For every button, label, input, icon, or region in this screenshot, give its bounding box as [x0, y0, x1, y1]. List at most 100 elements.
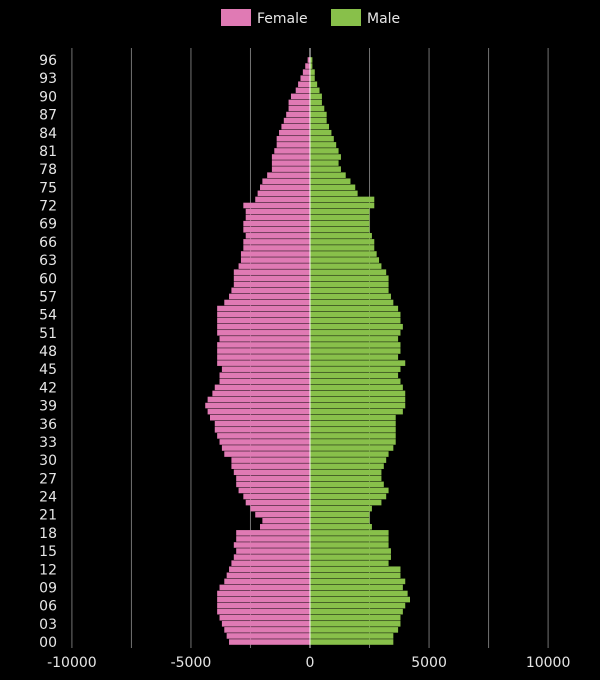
y-tick-label-69: 69	[39, 217, 57, 233]
bar-female-age-29	[231, 463, 310, 469]
bar-male-age-1	[310, 633, 393, 639]
bar-male-age-90	[310, 94, 322, 100]
bar-male-age-17	[310, 536, 389, 542]
y-tick-label-81: 81	[39, 144, 57, 160]
bar-male-age-33	[310, 439, 396, 445]
y-tick-label-27: 27	[39, 471, 57, 487]
bar-female-age-93	[300, 75, 310, 81]
bar-female-age-49	[217, 342, 310, 348]
y-tick-label-03: 03	[39, 617, 57, 633]
bar-male-age-80	[310, 154, 341, 160]
bar-male-age-12	[310, 566, 400, 572]
bar-male-age-73	[310, 197, 374, 203]
y-tick-label-12: 12	[39, 562, 57, 578]
bar-male-age-62	[310, 263, 381, 269]
bar-male-age-5	[310, 609, 403, 615]
y-tick-label-00: 00	[39, 635, 57, 651]
bar-female-age-68	[243, 227, 310, 233]
y-tick-label-60: 60	[39, 271, 57, 287]
legend-swatch-female	[221, 9, 251, 26]
bar-male-age-64	[310, 251, 377, 257]
bar-female-age-53	[217, 318, 310, 324]
bar-male-age-87	[310, 112, 327, 118]
y-tick-label-63: 63	[39, 253, 57, 269]
y-tick-label-66: 66	[39, 235, 57, 251]
y-tick-label-21: 21	[39, 508, 57, 524]
y-tick-label-42: 42	[39, 380, 57, 396]
legend-label-female: Female	[257, 11, 308, 27]
bar-female-age-91	[296, 88, 310, 94]
bar-male-age-68	[310, 227, 370, 233]
bar-female-age-21	[255, 512, 310, 518]
bar-male-age-31	[310, 451, 389, 457]
bar-female-age-19	[260, 524, 310, 530]
bar-female-age-43	[220, 379, 310, 385]
y-tick-label-87: 87	[39, 108, 57, 124]
bar-male-age-66	[310, 239, 374, 245]
bar-female-age-52	[217, 324, 310, 330]
bar-female-age-55	[217, 306, 310, 312]
y-tick-label-48: 48	[39, 344, 57, 360]
bar-male-age-91	[310, 88, 320, 94]
bar-female-age-80	[272, 154, 310, 160]
y-tick-label-15: 15	[39, 544, 57, 560]
bar-female-age-62	[239, 263, 310, 269]
bar-female-age-57	[229, 294, 310, 300]
bar-male-age-25	[310, 488, 389, 494]
bar-female-age-22	[250, 506, 310, 512]
bar-male-age-89	[310, 100, 322, 106]
bars	[205, 48, 410, 648]
x-tick-label-2: 0	[306, 655, 315, 671]
y-tick-label-54: 54	[39, 308, 57, 324]
bar-female-age-7	[217, 597, 310, 603]
bar-male-age-54	[310, 312, 400, 318]
bar-male-age-48	[310, 348, 400, 354]
bar-male-age-47	[310, 354, 398, 360]
bar-male-age-44	[310, 372, 398, 378]
bar-female-age-1	[227, 633, 310, 639]
bar-male-age-2	[310, 627, 398, 633]
bar-female-age-61	[234, 269, 310, 275]
bar-female-age-63	[241, 257, 310, 263]
bar-female-age-47	[217, 354, 310, 360]
bar-female-age-14	[234, 554, 310, 560]
y-tick-label-72: 72	[39, 199, 57, 215]
y-tick-label-45: 45	[39, 362, 57, 378]
bar-male-age-76	[310, 178, 350, 184]
bar-male-age-94	[310, 69, 315, 75]
y-tick-label-36: 36	[39, 417, 57, 433]
bar-male-age-10	[310, 579, 405, 585]
bar-male-age-50	[310, 336, 398, 342]
bar-female-age-94	[303, 69, 310, 75]
bar-male-age-49	[310, 342, 400, 348]
x-tick-label-3: 5000	[411, 655, 447, 671]
bar-male-age-15	[310, 548, 391, 554]
y-tick-label-90: 90	[39, 89, 57, 105]
bar-male-age-11	[310, 573, 400, 579]
bar-female-age-86	[284, 118, 310, 124]
y-tick-label-84: 84	[39, 126, 57, 142]
y-tick-label-78: 78	[39, 162, 57, 178]
bar-male-age-83	[310, 136, 334, 142]
bar-female-age-2	[224, 627, 310, 633]
bar-female-age-48	[217, 348, 310, 354]
bar-female-age-73	[255, 197, 310, 203]
bar-male-age-27	[310, 476, 381, 482]
legend-label-male: Male	[367, 11, 400, 27]
bar-female-age-74	[258, 191, 310, 197]
bar-female-age-77	[267, 172, 310, 178]
bar-female-age-11	[227, 573, 310, 579]
bar-male-age-23	[310, 500, 381, 506]
bar-male-age-51	[310, 330, 400, 336]
bar-female-age-35	[215, 427, 310, 433]
bar-female-age-42	[215, 385, 310, 391]
bar-male-age-16	[310, 542, 389, 548]
bar-male-age-4	[310, 615, 400, 621]
bar-male-age-32	[310, 445, 393, 451]
x-tick-label-0: -10000	[47, 655, 97, 671]
bar-female-age-46	[217, 360, 310, 366]
bar-female-age-69	[243, 221, 310, 227]
bar-male-age-13	[310, 560, 389, 566]
bar-male-age-72	[310, 203, 374, 209]
